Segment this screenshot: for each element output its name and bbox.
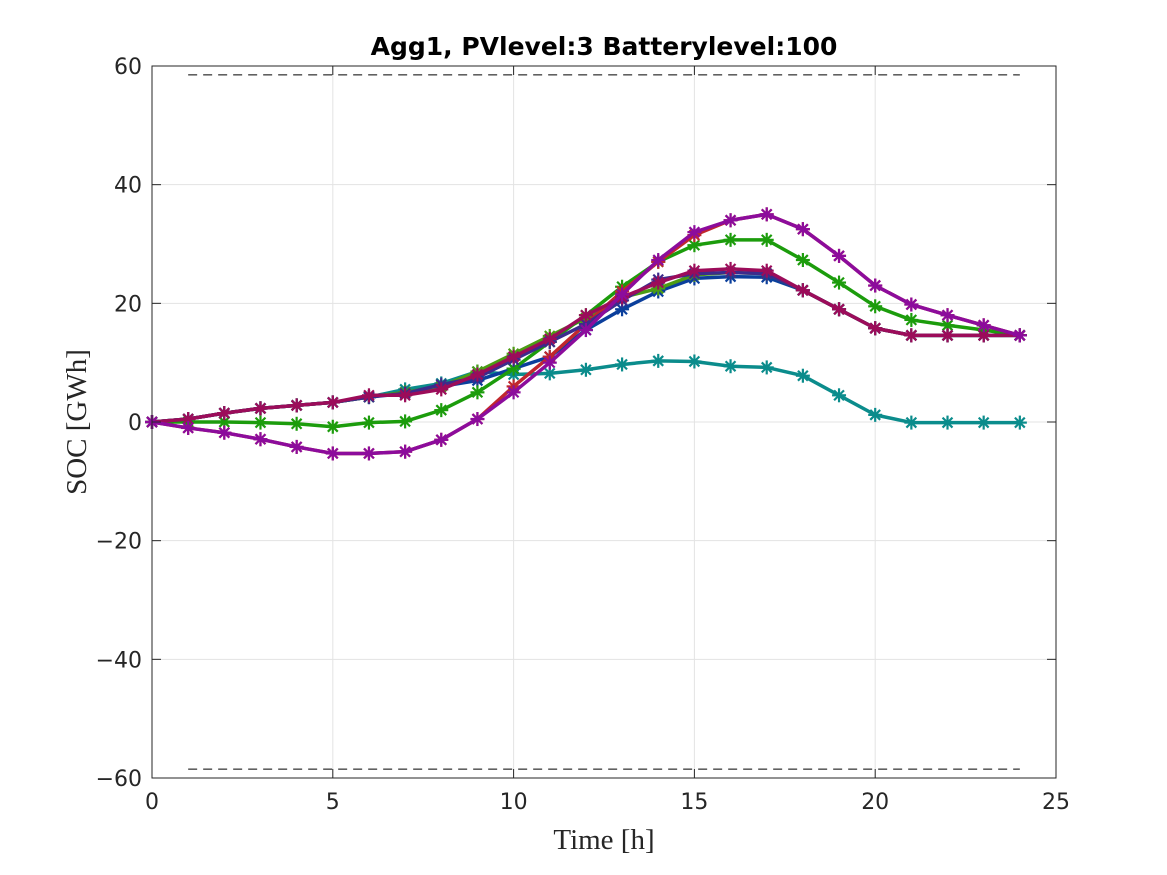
data-point-marker	[181, 420, 196, 435]
x-tick-label: 5	[326, 790, 340, 815]
data-point-marker	[578, 362, 593, 377]
data-point-marker	[289, 398, 304, 413]
data-point-marker	[687, 354, 702, 369]
data-point-marker	[832, 388, 847, 403]
data-point-marker	[795, 222, 810, 237]
data-point-marker	[832, 275, 847, 290]
data-point-marker	[868, 299, 883, 314]
data-point-marker	[361, 388, 376, 403]
x-tick-label: 15	[680, 790, 708, 815]
data-point-marker	[217, 425, 232, 440]
data-point-marker	[615, 287, 630, 302]
data-point-marker	[832, 302, 847, 317]
data-point-marker	[976, 318, 991, 333]
x-tick-label: 10	[500, 790, 528, 815]
data-point-marker	[940, 415, 955, 430]
y-tick-label: −20	[96, 530, 142, 555]
data-point-marker	[470, 412, 485, 427]
data-point-marker	[651, 275, 666, 290]
data-point-marker	[687, 225, 702, 240]
data-point-marker	[289, 416, 304, 431]
data-point-marker	[398, 444, 413, 459]
x-tick-label: 0	[145, 790, 159, 815]
data-point-marker	[506, 385, 521, 400]
tick-labels: 0 5 10 15 20 25 −60 −40 −20 0 20 40 60	[96, 55, 1070, 815]
y-tick-label: 40	[114, 174, 142, 199]
tick-marks	[151, 65, 1057, 779]
data-point-marker	[904, 415, 919, 430]
data-point-marker	[940, 308, 955, 323]
data-point-marker	[759, 263, 774, 278]
data-point-marker	[759, 360, 774, 375]
data-point-marker	[542, 331, 557, 346]
data-point-marker	[976, 415, 991, 430]
series-group	[145, 207, 1027, 461]
data-point-marker	[868, 407, 883, 422]
data-point-marker	[868, 321, 883, 336]
data-point-marker	[434, 403, 449, 418]
y-axis-label: SOC [GWh]	[61, 349, 93, 495]
data-point-marker	[325, 446, 340, 461]
series-7	[145, 261, 1027, 429]
data-point-marker	[615, 357, 630, 372]
data-point-marker	[253, 401, 268, 416]
data-point-marker	[253, 432, 268, 447]
data-point-marker	[506, 349, 521, 364]
data-point-marker	[651, 353, 666, 368]
data-point-marker	[940, 328, 955, 343]
data-point-marker	[578, 323, 593, 338]
data-point-marker	[795, 368, 810, 383]
y-tick-label: −40	[96, 648, 142, 673]
data-point-marker	[325, 395, 340, 410]
data-point-marker	[398, 414, 413, 429]
data-point-marker	[470, 367, 485, 382]
data-point-marker	[1012, 415, 1027, 430]
y-tick-label: 60	[114, 55, 142, 80]
x-tick-label: 20	[861, 790, 889, 815]
data-point-marker	[832, 248, 847, 263]
data-point-marker	[904, 312, 919, 327]
data-point-marker	[723, 213, 738, 228]
data-point-marker	[434, 382, 449, 397]
data-point-marker	[795, 283, 810, 298]
x-tick-label: 25	[1042, 790, 1070, 815]
chart-title: Agg1, PVlevel:3 Batterylevel:100	[371, 32, 838, 61]
data-point-marker	[361, 415, 376, 430]
data-point-marker	[904, 328, 919, 343]
data-point-marker	[325, 419, 340, 434]
data-point-marker	[289, 439, 304, 454]
data-point-marker	[723, 232, 738, 247]
data-point-marker	[723, 261, 738, 276]
data-point-marker	[361, 446, 376, 461]
data-point-marker	[651, 253, 666, 268]
data-point-marker	[759, 232, 774, 247]
data-point-marker	[470, 385, 485, 400]
data-point-marker	[904, 297, 919, 312]
y-tick-label: 0	[128, 411, 142, 436]
data-point-marker	[759, 207, 774, 222]
series-8	[145, 207, 1027, 461]
x-axis-label: Time [h]	[553, 824, 654, 856]
data-point-marker	[723, 359, 738, 374]
data-point-marker	[578, 308, 593, 323]
data-point-marker	[687, 263, 702, 278]
data-point-marker	[1012, 328, 1027, 343]
y-tick-label: 20	[114, 292, 142, 317]
data-point-marker	[795, 253, 810, 268]
data-point-marker	[217, 406, 232, 421]
data-point-marker	[434, 432, 449, 447]
data-point-marker	[253, 415, 268, 430]
data-point-marker	[398, 388, 413, 403]
data-point-marker	[868, 278, 883, 293]
reference-lines	[188, 74, 1020, 770]
data-point-marker	[542, 355, 557, 370]
y-tick-label: −60	[96, 767, 142, 792]
